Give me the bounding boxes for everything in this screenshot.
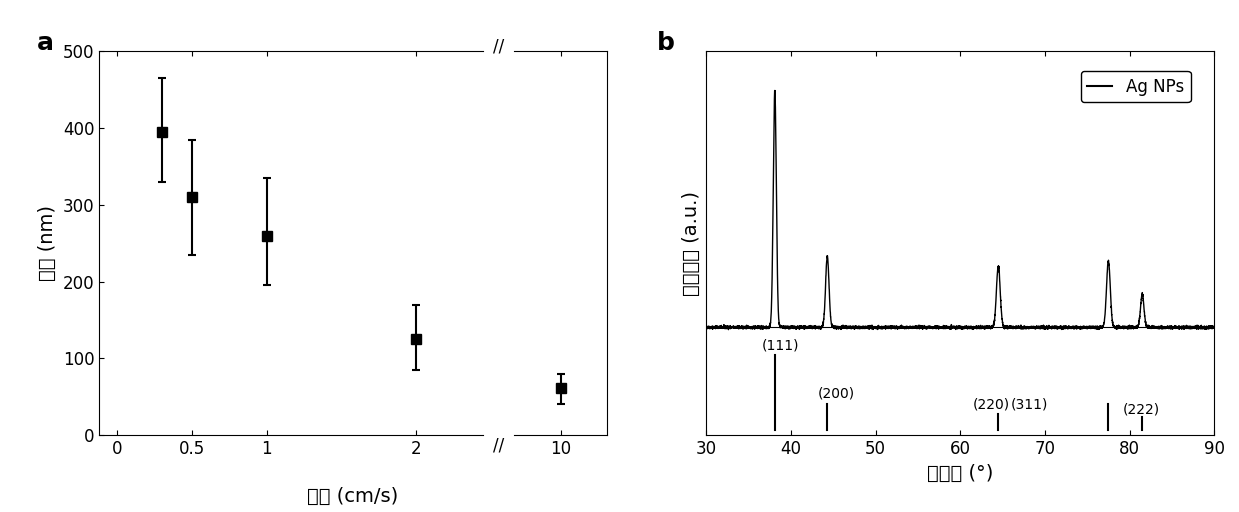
X-axis label: 二倍角 (°): 二倍角 (°) xyxy=(927,464,994,483)
Text: //: // xyxy=(493,436,504,455)
Text: (220): (220) xyxy=(973,397,1010,412)
Text: b: b xyxy=(657,31,674,55)
Y-axis label: 衍射强度 (a.u.): 衍射强度 (a.u.) xyxy=(681,190,701,296)
Text: 转速 (cm/s): 转速 (cm/s) xyxy=(307,487,399,506)
Text: a: a xyxy=(37,31,55,55)
Legend: Ag NPs: Ag NPs xyxy=(1080,71,1191,102)
Text: (111): (111) xyxy=(761,338,799,352)
Y-axis label: 直径 (nm): 直径 (nm) xyxy=(38,205,57,281)
Text: (200): (200) xyxy=(818,387,855,401)
Text: //: // xyxy=(493,37,504,55)
Text: (222): (222) xyxy=(1123,402,1160,416)
Text: (311): (311) xyxy=(1011,397,1048,412)
